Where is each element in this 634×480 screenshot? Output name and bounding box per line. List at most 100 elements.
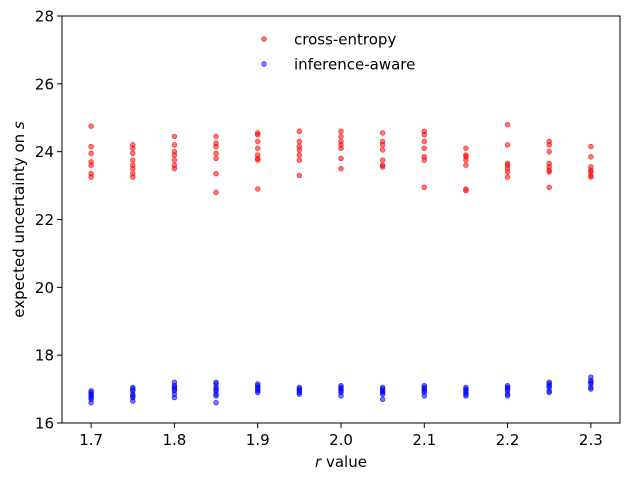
x-tick-label: 2.1: [412, 431, 436, 449]
x-tick-label: 2.0: [329, 431, 353, 449]
data-point-cross-entropy: [421, 157, 427, 163]
points-layer: [88, 121, 594, 406]
data-point-cross-entropy: [338, 133, 344, 140]
y-axis-label-text: expected uncertainty on: [10, 129, 28, 318]
data-point-cross-entropy: [296, 138, 303, 145]
data-point-cross-entropy: [379, 164, 386, 170]
data-point-cross-entropy: [130, 165, 136, 172]
data-point-cross-entropy: [171, 142, 178, 148]
data-point-inference-aware: [463, 393, 469, 399]
data-point-cross-entropy: [213, 133, 219, 140]
data-point-inference-aware: [546, 389, 552, 396]
data-point-cross-entropy: [463, 157, 469, 163]
legend: cross-entropy inference-aware: [261, 31, 415, 74]
data-point-cross-entropy: [88, 174, 94, 180]
data-point-inference-aware: [504, 393, 511, 399]
data-point-cross-entropy: [546, 184, 552, 190]
y-tick-label: 28: [35, 8, 54, 26]
data-point-cross-entropy: [421, 145, 427, 151]
y-axis-label: expected uncertainty on s: [10, 121, 28, 318]
x-axis-ticks: 1.7 1.8 1.9 2.0 2.1 2.2 2.3: [79, 423, 603, 449]
data-point-cross-entropy: [379, 130, 386, 136]
data-point-cross-entropy: [504, 121, 511, 128]
y-tick-label: 20: [35, 279, 54, 297]
data-point-cross-entropy: [379, 147, 386, 153]
data-point-cross-entropy: [255, 186, 261, 192]
data-point-inference-aware: [379, 396, 386, 402]
data-point-cross-entropy: [296, 172, 303, 179]
data-point-cross-entropy: [379, 157, 386, 163]
data-point-cross-entropy: [213, 171, 219, 177]
legend-label-cross-entropy: cross-entropy: [294, 31, 396, 49]
legend-marker-inference-aware: [261, 61, 267, 67]
data-point-cross-entropy: [130, 150, 136, 157]
data-point-cross-entropy: [213, 143, 219, 150]
x-axis-label-variable: r: [315, 453, 322, 471]
legend-label-inference-aware: inference-aware: [294, 56, 415, 74]
data-point-cross-entropy: [546, 169, 552, 175]
data-point-cross-entropy: [588, 143, 594, 150]
data-point-cross-entropy: [88, 162, 94, 168]
data-point-cross-entropy: [88, 123, 94, 129]
data-point-cross-entropy: [296, 128, 303, 135]
data-point-cross-entropy: [213, 189, 219, 196]
x-tick-label: 2.2: [496, 431, 520, 449]
data-point-cross-entropy: [421, 184, 427, 190]
data-point-cross-entropy: [296, 152, 303, 158]
data-point-cross-entropy: [88, 143, 94, 150]
data-point-cross-entropy: [171, 152, 178, 158]
data-point-cross-entropy: [588, 174, 594, 180]
data-point-cross-entropy: [130, 174, 136, 180]
data-point-cross-entropy: [588, 154, 594, 160]
data-point-cross-entropy: [421, 138, 427, 145]
y-tick-label: 22: [35, 211, 54, 229]
data-point-cross-entropy: [255, 157, 261, 163]
data-point-cross-entropy: [213, 150, 219, 157]
data-point-inference-aware: [213, 393, 219, 399]
y-tick-label: 16: [35, 415, 54, 433]
data-point-cross-entropy: [171, 165, 178, 172]
data-point-cross-entropy: [338, 155, 344, 162]
data-point-cross-entropy: [130, 157, 136, 163]
data-point-inference-aware: [171, 394, 178, 401]
x-tick-label: 2.3: [579, 431, 603, 449]
y-tick-label: 24: [35, 143, 54, 161]
data-point-cross-entropy: [338, 128, 344, 135]
data-point-inference-aware: [296, 391, 303, 397]
x-tick-label: 1.7: [79, 431, 103, 449]
y-tick-label: 18: [35, 347, 54, 365]
x-tick-label: 1.8: [163, 431, 187, 449]
y-tick-label: 26: [35, 75, 54, 93]
data-point-cross-entropy: [296, 157, 303, 163]
data-point-cross-entropy: [338, 145, 344, 151]
data-point-cross-entropy: [504, 174, 511, 180]
data-point-inference-aware: [130, 398, 136, 404]
data-point-inference-aware: [421, 393, 427, 399]
data-point-cross-entropy: [338, 165, 344, 172]
data-point-cross-entropy: [546, 142, 552, 148]
data-point-cross-entropy: [504, 142, 511, 148]
y-axis-label-variable: s: [10, 121, 28, 129]
data-point-cross-entropy: [463, 162, 469, 168]
data-point-cross-entropy: [504, 169, 511, 175]
x-axis-label: r value: [315, 453, 367, 471]
x-axis-label-text: value: [321, 453, 367, 471]
data-point-cross-entropy: [296, 147, 303, 153]
data-point-cross-entropy: [171, 133, 178, 140]
data-point-inference-aware: [338, 393, 344, 399]
data-point-cross-entropy: [213, 155, 219, 162]
legend-marker-cross-entropy: [261, 36, 267, 42]
data-point-inference-aware: [588, 386, 594, 392]
data-point-cross-entropy: [130, 145, 136, 151]
data-point-cross-entropy: [463, 145, 469, 151]
data-point-cross-entropy: [255, 132, 261, 138]
data-point-cross-entropy: [421, 132, 427, 138]
data-point-inference-aware: [213, 399, 219, 406]
data-point-cross-entropy: [546, 148, 552, 155]
data-point-cross-entropy: [463, 187, 469, 194]
data-point-cross-entropy: [88, 150, 94, 157]
data-point-cross-entropy: [171, 157, 178, 163]
data-point-cross-entropy: [255, 138, 261, 145]
